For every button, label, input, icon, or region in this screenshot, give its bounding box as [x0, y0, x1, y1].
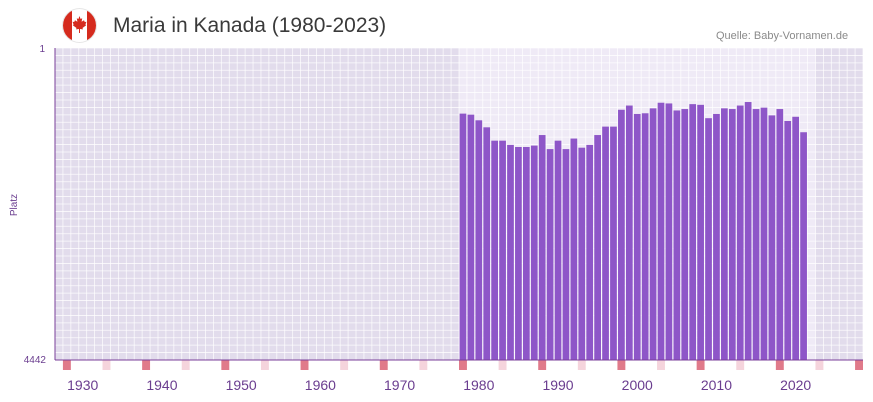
marker-1978	[459, 360, 467, 370]
bar-2000	[633, 113, 641, 360]
bar-1980	[475, 120, 483, 360]
marker-1973	[419, 360, 428, 370]
bar-2021	[800, 132, 807, 360]
gridlines	[54, 47, 864, 361]
axes	[54, 48, 863, 361]
bar-2009	[705, 118, 712, 360]
bar-2013	[736, 105, 744, 360]
bar-2017	[768, 115, 776, 360]
bar-1986	[522, 146, 530, 360]
bar-1997	[610, 126, 617, 361]
bar-2018	[776, 109, 784, 360]
marker-1993	[577, 360, 586, 370]
bar-1983	[499, 140, 506, 360]
marker-2003	[657, 360, 665, 370]
marker-2013	[736, 360, 745, 370]
marker-1953	[260, 360, 269, 370]
marker-1998	[617, 360, 626, 370]
marker-1933	[102, 360, 111, 370]
bar-2011	[721, 108, 728, 360]
marker-1983	[498, 360, 507, 370]
x-tick-2000: 2000	[622, 377, 653, 393]
y-tick-top: 1	[39, 44, 45, 55]
bar-1995	[594, 135, 601, 360]
bar-2020	[792, 116, 800, 360]
bar-1985	[515, 146, 522, 360]
flag-band-left	[63, 9, 72, 42]
x-tick-1990: 1990	[542, 377, 573, 393]
bar-1987	[530, 145, 538, 360]
marker-1938	[142, 360, 151, 370]
bar-1994	[586, 144, 594, 360]
bar-1981	[483, 127, 491, 361]
bar-1998	[618, 109, 625, 360]
y-axis-label: Platz	[9, 194, 20, 216]
marker-1968	[379, 360, 388, 370]
x-tick-1930: 1930	[67, 377, 98, 393]
y-tick-bottom: 4442	[24, 355, 47, 366]
x-tick-2010: 2010	[701, 377, 732, 393]
source-label: Quelle: Baby-Vornamen.de	[716, 30, 849, 42]
bar-2005	[673, 110, 681, 360]
bar-1978	[459, 113, 467, 361]
chart-title: Maria in Kanada (1980-2023)	[113, 14, 387, 37]
bar-1989	[546, 149, 554, 360]
canada-flag-icon	[63, 9, 96, 42]
bar-2012	[728, 109, 736, 360]
x-tick-labels: 1930 1940 1950 1960 1970 1980 1990 2000 2010 2020	[67, 377, 811, 393]
x-tick-1940: 1940	[146, 377, 177, 393]
bar-2010	[713, 113, 720, 360]
marker-1988	[538, 360, 547, 370]
bar-2006	[681, 109, 689, 360]
x-tick-1970: 1970	[384, 377, 415, 393]
bar-2008	[697, 104, 704, 360]
bar-1979	[467, 114, 475, 360]
bar-2016	[760, 107, 768, 360]
bar-2019	[784, 120, 792, 360]
bar-1993	[578, 147, 586, 360]
bar-2007	[689, 104, 697, 360]
marker-1963	[340, 360, 349, 370]
marker-1943	[181, 360, 190, 370]
marker-1948	[221, 360, 230, 370]
bar-1982	[491, 140, 499, 360]
bar-1984	[507, 144, 514, 360]
x-tick-2020: 2020	[780, 377, 811, 393]
bar-2015	[752, 109, 760, 360]
bar-2001	[641, 113, 649, 360]
year-markers	[62, 360, 863, 370]
x-tick-1980: 1980	[463, 377, 494, 393]
x-tick-1960: 1960	[305, 377, 336, 393]
bar-1999	[625, 105, 633, 360]
bar-1991	[562, 149, 570, 360]
bar-1996	[602, 126, 609, 361]
marker-2008	[696, 360, 705, 370]
marker-2028	[855, 360, 863, 370]
x-tick-1950: 1950	[226, 377, 257, 393]
marker-2023	[815, 360, 824, 370]
bar-2014	[744, 102, 752, 361]
bar-2004	[665, 103, 673, 360]
bar-2002	[649, 108, 657, 360]
flag-band-right	[87, 9, 96, 42]
marker-1958	[300, 360, 309, 370]
marker-1928	[62, 360, 71, 370]
maple-leaf-icon	[72, 16, 87, 33]
y-tick-labels: 1 4442	[24, 44, 47, 366]
bar-2003	[657, 102, 665, 361]
bar-series	[459, 102, 807, 361]
bar-1988	[538, 135, 546, 360]
bar-1992	[570, 138, 578, 360]
bar-1990	[554, 140, 562, 360]
marker-2018	[775, 360, 784, 370]
